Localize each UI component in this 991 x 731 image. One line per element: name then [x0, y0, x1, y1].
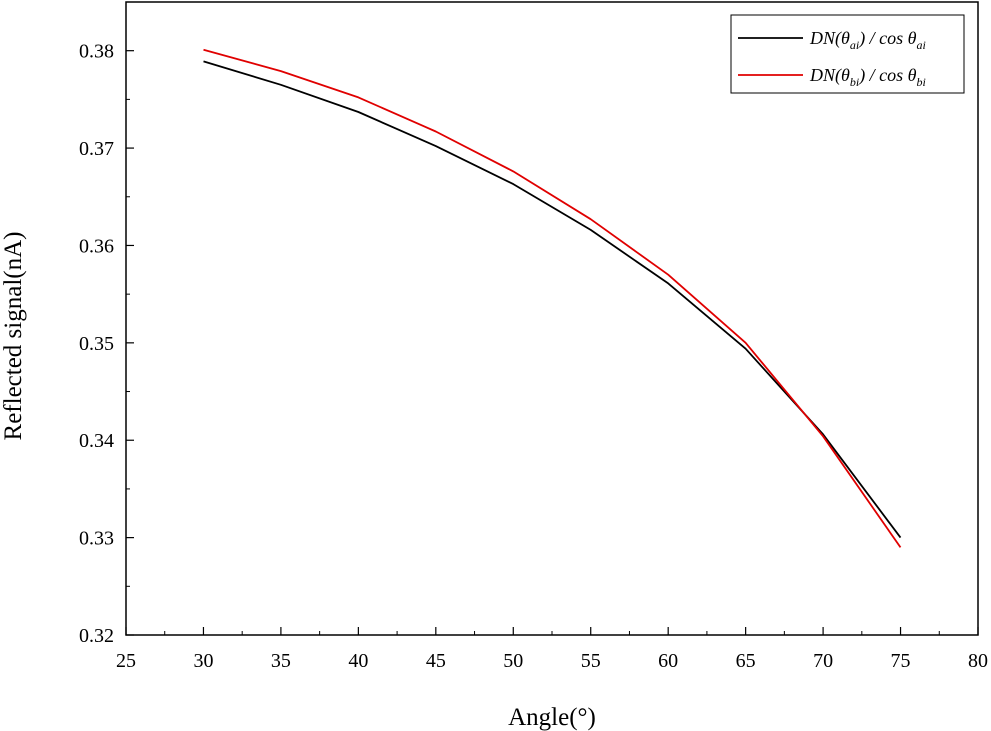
- series-line-1: [203, 60, 902, 539]
- y-axis: 0.32 0.33 0.34 0.35 0.36 0.37 0.38: [79, 41, 134, 647]
- x-tick-label: 80: [968, 650, 988, 672]
- x-tick-label: 70: [813, 650, 833, 672]
- legend: DN(θai) / cos θai DN(θbi) / cos θbi: [730, 14, 965, 94]
- legend-label-1: DN(θai) / cos θai: [809, 28, 926, 52]
- x-tick-label: 75: [891, 650, 911, 672]
- y-tick-label: 0.33: [79, 528, 114, 550]
- y-tick-label: 0.38: [79, 41, 114, 63]
- series-line-2: [203, 48, 902, 548]
- y-tick-label: 0.36: [79, 235, 114, 257]
- y-axis-title: Reflected signal(nA): [0, 232, 27, 441]
- plot-frame: [125, 1, 979, 636]
- x-tick-label: 35: [271, 650, 291, 672]
- x-tick-label: 65: [736, 650, 756, 672]
- x-tick-label: 55: [581, 650, 601, 672]
- x-tick-label: 50: [503, 650, 523, 672]
- series-layer: [203, 48, 902, 548]
- x-axis-title: Angle(°): [508, 704, 596, 731]
- x-tick-label: 45: [426, 650, 446, 672]
- x-tick-label: 25: [116, 650, 136, 672]
- y-tick-label: 0.35: [79, 333, 114, 355]
- legend-box: [730, 14, 965, 94]
- y-tick-label: 0.32: [79, 625, 114, 647]
- y-tick-label: 0.37: [79, 138, 114, 160]
- x-tick-label: 40: [348, 650, 368, 672]
- x-tick-label: 30: [193, 650, 213, 672]
- legend-label-2: DN(θbi) / cos θbi: [809, 65, 926, 89]
- x-tick-label: 60: [658, 650, 678, 672]
- x-axis: 25 30 35 40 45 50 55 60 65 70 75 80: [116, 627, 988, 672]
- y-tick-label: 0.34: [79, 430, 114, 452]
